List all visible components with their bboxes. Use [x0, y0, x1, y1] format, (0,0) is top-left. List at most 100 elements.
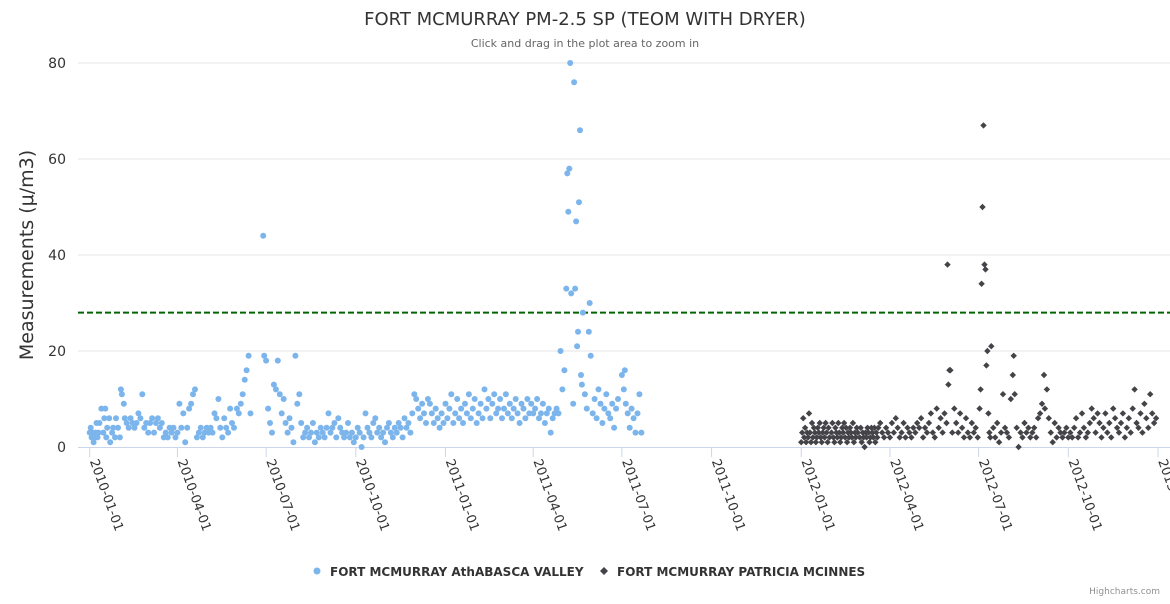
data-point[interactable]: [1027, 434, 1034, 441]
data-point[interactable]: [1057, 429, 1064, 436]
data-point[interactable]: [581, 391, 588, 398]
data-point[interactable]: [586, 300, 593, 306]
data-point[interactable]: [444, 415, 451, 422]
data-point[interactable]: [145, 429, 152, 436]
data-point[interactable]: [900, 419, 907, 427]
legend-item-patricia[interactable]: FORT MCMURRAY PATRICIA MCINNES: [600, 565, 865, 579]
data-point[interactable]: [243, 367, 250, 374]
data-point[interactable]: [603, 391, 610, 398]
data-point[interactable]: [549, 415, 556, 422]
data-point[interactable]: [1074, 434, 1082, 441]
data-point[interactable]: [1115, 429, 1123, 436]
data-point[interactable]: [272, 386, 279, 393]
data-point[interactable]: [850, 439, 858, 446]
data-point[interactable]: [843, 439, 851, 446]
data-point[interactable]: [364, 424, 371, 431]
data-point[interactable]: [1084, 429, 1091, 436]
data-point[interactable]: [896, 434, 903, 441]
data-point[interactable]: [382, 439, 388, 446]
series-athabasca[interactable]: [86, 60, 645, 450]
data-point[interactable]: [168, 429, 175, 436]
data-point[interactable]: [225, 429, 232, 436]
data-point[interactable]: [866, 439, 873, 446]
data-point[interactable]: [101, 415, 108, 422]
data-point[interactable]: [207, 424, 214, 431]
data-point[interactable]: [1036, 410, 1044, 417]
data-point[interactable]: [539, 400, 546, 407]
data-point[interactable]: [239, 391, 246, 398]
data-point[interactable]: [1149, 410, 1156, 417]
data-point[interactable]: [565, 208, 572, 215]
data-point[interactable]: [870, 434, 877, 441]
data-point[interactable]: [1082, 434, 1090, 441]
data-point[interactable]: [112, 434, 118, 441]
data-point[interactable]: [292, 352, 299, 359]
data-point[interactable]: [1088, 405, 1095, 412]
data-point[interactable]: [898, 429, 905, 436]
data-point[interactable]: [335, 415, 342, 422]
data-point[interactable]: [575, 328, 581, 335]
data-point[interactable]: [1141, 400, 1148, 407]
data-point[interactable]: [393, 429, 400, 436]
data-point[interactable]: [186, 405, 193, 412]
data-point[interactable]: [415, 405, 422, 412]
data-point[interactable]: [193, 434, 200, 441]
data-point[interactable]: [514, 410, 521, 417]
data-point[interactable]: [1003, 429, 1011, 436]
data-point[interactable]: [331, 420, 338, 426]
data-point[interactable]: [352, 434, 359, 441]
data-point[interactable]: [321, 434, 328, 441]
data-point[interactable]: [848, 434, 856, 441]
data-point[interactable]: [945, 381, 952, 388]
data-point[interactable]: [842, 424, 850, 431]
data-point[interactable]: [116, 434, 123, 441]
data-point[interactable]: [1023, 429, 1030, 436]
data-point[interactable]: [985, 410, 992, 417]
data-point[interactable]: [801, 434, 808, 441]
data-point[interactable]: [354, 424, 361, 431]
data-point[interactable]: [195, 429, 202, 436]
data-point[interactable]: [95, 429, 102, 436]
data-point[interactable]: [387, 429, 394, 436]
data-point[interactable]: [828, 429, 835, 436]
data-point[interactable]: [430, 420, 437, 426]
data-point[interactable]: [127, 415, 134, 422]
data-point[interactable]: [227, 405, 234, 412]
data-point[interactable]: [1106, 419, 1113, 427]
data-point[interactable]: [120, 400, 127, 407]
data-point[interactable]: [849, 419, 857, 427]
data-point[interactable]: [518, 400, 525, 407]
data-point[interactable]: [502, 391, 509, 398]
data-point[interactable]: [904, 424, 911, 431]
data-point[interactable]: [280, 396, 287, 402]
data-point[interactable]: [894, 424, 901, 431]
data-point[interactable]: [638, 429, 645, 436]
data-point[interactable]: [304, 424, 311, 431]
data-point[interactable]: [215, 396, 222, 402]
data-point[interactable]: [935, 424, 942, 431]
data-point[interactable]: [816, 419, 823, 427]
data-point[interactable]: [607, 415, 614, 422]
data-point[interactable]: [131, 424, 138, 431]
data-point[interactable]: [1123, 424, 1130, 431]
data-point[interactable]: [824, 439, 831, 446]
data-point[interactable]: [982, 266, 989, 273]
data-point[interactable]: [626, 424, 633, 431]
data-point[interactable]: [863, 434, 870, 441]
data-point[interactable]: [302, 429, 309, 436]
data-point[interactable]: [837, 439, 844, 446]
data-point[interactable]: [1078, 410, 1086, 417]
data-point[interactable]: [561, 367, 568, 374]
data-point[interactable]: [943, 419, 950, 427]
data-point[interactable]: [475, 410, 482, 417]
data-point[interactable]: [964, 429, 972, 436]
data-point[interactable]: [1150, 419, 1158, 427]
data-point[interactable]: [818, 439, 825, 446]
data-point[interactable]: [567, 60, 574, 66]
data-point[interactable]: [856, 434, 863, 441]
data-point[interactable]: [601, 405, 608, 412]
data-point[interactable]: [428, 410, 435, 417]
data-point[interactable]: [345, 420, 351, 426]
data-point[interactable]: [343, 429, 350, 436]
data-point[interactable]: [501, 405, 507, 412]
